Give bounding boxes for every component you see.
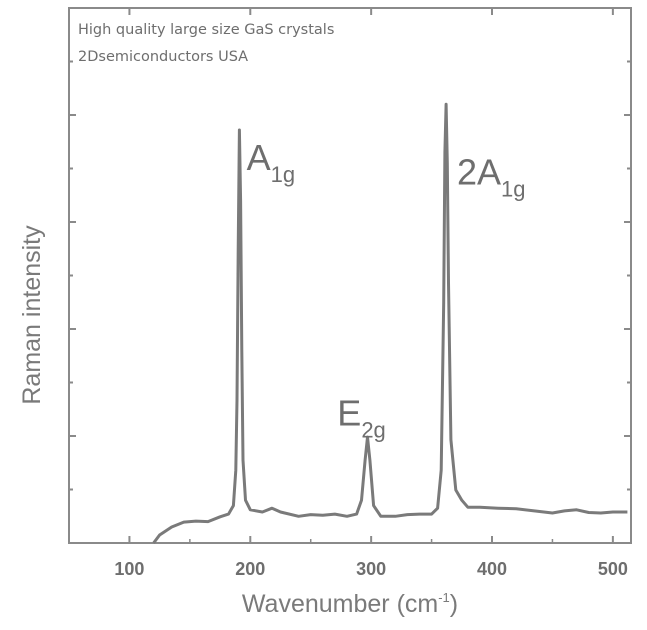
spectrum-line [152,102,628,544]
watermark-line-2: 2Dsemiconductors USA [78,49,249,65]
peak-label: E2g [337,392,386,442]
x-tick-label: 200 [235,559,265,579]
watermark-line-1: High quality large size GaS crystals [78,22,335,38]
x-tick-label: 300 [356,559,386,579]
x-tick-label: 100 [114,559,144,579]
plot-frame [68,7,632,544]
peak-label: 2A1g [457,152,526,202]
x-axis-label: Wavenumber (cm-1) [242,590,458,618]
x-tick-label: 500 [598,559,628,579]
y-axis-label: Raman intensity [18,225,46,405]
peak-label: A1g [247,137,296,187]
x-tick-label: 400 [477,559,507,579]
